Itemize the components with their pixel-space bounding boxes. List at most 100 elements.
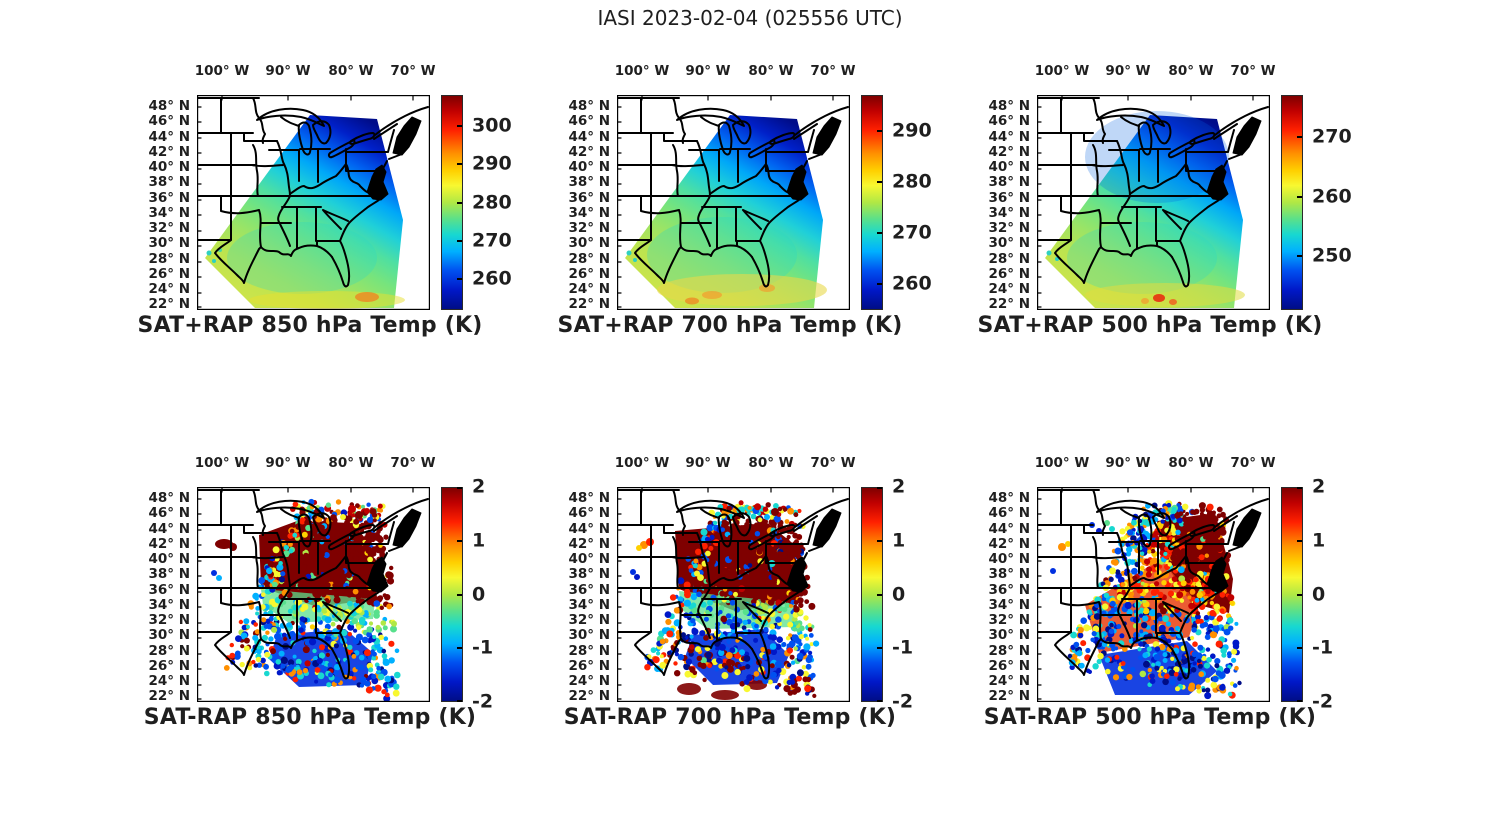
latitude-tick-label: 46° N [988, 113, 1030, 130]
longitude-tick-label: 80° W [1168, 455, 1214, 471]
edge-outlier-points [630, 508, 779, 580]
colorbar-tick-label: -1 [1312, 636, 1334, 659]
map-sat-minus-rap-700 [617, 487, 850, 702]
latitude-axis: 48° N 46° N 44° N 42° N 40° N 38° N 36° N 34° N… [550, 98, 610, 312]
latitude-tick-label: 48° N [148, 490, 190, 506]
latitude-tick-label: 24° N [988, 673, 1030, 690]
latitude-tick-label: 24° N [568, 673, 610, 690]
latitude-tick-label: 30° N [568, 235, 610, 252]
longitude-tick-label: 100° W [1034, 455, 1090, 471]
latitude-tick-label: 48° N [568, 98, 610, 114]
latitude-tick-label: 30° N [988, 235, 1030, 252]
longitude-tick-label: 80° W [328, 63, 374, 79]
panel-sat-plus-rap-700: 100° W 90° W 80° W 70° W 48° N 46° N 44° N 42°… [550, 60, 950, 360]
latitude-axis: 48° N 46° N 44° N 42° N 40° N 38° N 36° N 34° N… [130, 490, 190, 704]
latitude-tick-label: 48° N [988, 98, 1030, 114]
axes-frame [197, 95, 430, 310]
panel-sat-minus-rap-500: 100° W 90° W 80° W 70° W 48° N 46° N 44° N 42°… [970, 452, 1370, 752]
longitude-axis: 100° W 90° W 80° W 70° W [614, 452, 856, 474]
colorbar-tick-mark [457, 277, 462, 280]
latitude-tick-label: 30° N [148, 627, 190, 644]
latitude-tick-label: 22° N [988, 688, 1030, 705]
colorbar-tick-label: -2 [892, 690, 914, 713]
colorbar-tick-label: 1 [1312, 529, 1326, 552]
longitude-axis: 100° W 90° W 80° W 70° W [195, 60, 436, 82]
latitude-tick-label: 40° N [568, 159, 610, 176]
longitude-tick-label: 100° W [614, 455, 670, 471]
latitude-tick-label: 40° N [988, 551, 1030, 568]
latitude-tick-label: 36° N [148, 189, 190, 206]
latitude-tick-label: 42° N [568, 143, 610, 160]
colorbar [441, 487, 463, 702]
colorbar-tick-mark [877, 487, 882, 489]
latitude-tick-label: 30° N [568, 627, 610, 644]
colorbar [861, 487, 883, 702]
longitude-tick-label: 90° W [265, 455, 311, 471]
colorbar-tick-labels: 270 260 250 [1312, 95, 1372, 310]
colorbar-tick-label: -1 [892, 636, 914, 659]
colorbar-tick-label: -1 [472, 636, 494, 659]
latitude-tick-label: 36° N [148, 581, 190, 598]
colorbar-tick-labels: 2 1 0 -1 -2 [1312, 477, 1372, 711]
colorbar-tick-mark [1297, 136, 1302, 139]
colorbar-tick-mark [457, 239, 462, 242]
longitude-axis: 100° W 90° W 80° W 70° W [194, 452, 436, 474]
latitude-tick-label: 42° N [148, 535, 190, 552]
latitude-tick-label: 44° N [988, 128, 1030, 145]
colorbar-tick-mark [457, 646, 462, 649]
latitude-tick-label: 26° N [988, 657, 1030, 674]
latitude-tick-label: 48° N [148, 98, 190, 114]
latitude-tick-label: 34° N [148, 596, 190, 613]
longitude-tick-label: 80° W [1168, 63, 1214, 79]
longitude-tick-label: 100° W [614, 63, 670, 79]
panel-sat-plus-rap-500: 100° W 90° W 80° W 70° W 48° N 46° N 44° N 42°… [970, 60, 1370, 360]
latitude-tick-label: 48° N [988, 490, 1030, 506]
colorbar-tick-labels: 2 1 0 -1 -2 [892, 477, 952, 711]
latitude-tick-label: 36° N [568, 189, 610, 206]
map-sat-plus-rap-700 [617, 95, 850, 310]
longitude-axis: 100° W 90° W 80° W 70° W [614, 60, 856, 82]
latitude-tick-label: 44° N [568, 128, 610, 145]
colorbar-tick-mark [877, 181, 882, 184]
longitude-tick-label: 90° W [1105, 455, 1151, 471]
longitude-tick-label: 70° W [1230, 63, 1276, 79]
colorbar-tick-label: 290 [892, 119, 932, 142]
latitude-tick-label: 38° N [148, 566, 190, 583]
latitude-tick-label: 32° N [568, 220, 610, 237]
longitude-tick-label: 80° W [328, 455, 374, 471]
map-sat-plus-rap-850 [197, 95, 430, 310]
colorbar-tick-mark [457, 700, 462, 702]
longitude-tick-label: 70° W [1230, 455, 1276, 471]
colorbar-tick-label: 2 [472, 475, 486, 498]
latitude-tick-label: 30° N [148, 235, 190, 252]
colorbar-tick-label: 260 [472, 267, 512, 290]
colorbar-tick-mark [1297, 487, 1302, 489]
colorbar-tick-mark [1297, 254, 1302, 257]
colorbar-tick-label: 270 [892, 221, 932, 244]
colorbar-tick-label: 1 [892, 529, 906, 552]
map-sat-plus-rap-500 [1037, 95, 1270, 310]
colorbar-tick-mark [877, 646, 882, 649]
longitude-tick-label: 100° W [194, 455, 250, 471]
latitude-tick-label: 42° N [568, 535, 610, 552]
colorbar-tick-label: 300 [472, 114, 512, 137]
latitude-tick-label: 32° N [148, 612, 190, 629]
latitude-tick-label: 32° N [148, 220, 190, 237]
latitude-axis: 48° N 46° N 44° N 42° N 40° N 38° N 36° N 34° N… [970, 98, 1030, 313]
colorbar-tick-label: 290 [472, 152, 512, 175]
latitude-tick-label: 46° N [568, 113, 610, 130]
latitude-tick-label: 46° N [148, 113, 190, 130]
latitude-tick-label: 24° N [148, 673, 190, 690]
colorbar-tick-mark [1297, 195, 1302, 198]
colorbar-tick-mark [1297, 700, 1302, 702]
colorbar-tick-labels: 2 1 0 -1 -2 [472, 477, 532, 711]
latitude-tick-label: 40° N [148, 551, 190, 568]
longitude-tick-label: 90° W [685, 63, 731, 79]
latitude-tick-label: 26° N [988, 265, 1030, 282]
latitude-tick-label: 22° N [988, 296, 1030, 313]
latitude-tick-label: 44° N [988, 520, 1030, 537]
latitude-tick-label: 46° N [148, 505, 190, 522]
latitude-axis: 48° N 46° N 44° N 42° N 40° N 38° N 36° N 34° N… [550, 491, 610, 704]
latitude-axis: 48° N 46° N 44° N 42° N 40° N 38° N 36° N 34° N… [970, 490, 1030, 705]
latitude-tick-label: 28° N [148, 250, 190, 267]
